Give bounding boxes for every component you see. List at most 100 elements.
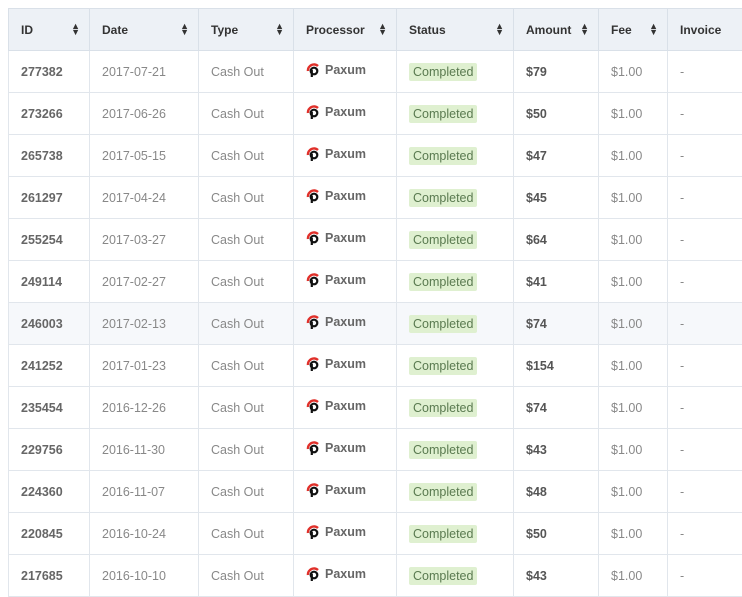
id-cell: 277382 (9, 51, 90, 93)
status-badge: Completed (409, 63, 477, 81)
amount-cell: $50 (514, 513, 599, 555)
type-cell: Cash Out (199, 135, 294, 177)
status-badge: Completed (409, 147, 477, 165)
processor-cell: Paxum (294, 387, 397, 429)
date-cell: 2016-10-24 (90, 513, 199, 555)
sort-icon[interactable]: ▲▼ (71, 23, 80, 35)
id-cell: 261297 (9, 177, 90, 219)
sort-icon[interactable]: ▲▼ (180, 23, 189, 35)
sort-icon[interactable]: ▲▼ (649, 23, 658, 35)
table-row[interactable]: 217685 2016-10-10 Cash Out Paxum Complet… (9, 555, 742, 597)
processor-name: Paxum (325, 147, 366, 161)
paxum-logo-icon (306, 567, 320, 581)
column-header-fee[interactable]: Fee▲▼ (599, 9, 668, 51)
processor-name: Paxum (325, 105, 366, 119)
type-cell: Cash Out (199, 429, 294, 471)
table-row[interactable]: 246003 2017-02-13 Cash Out Paxum Complet… (9, 303, 742, 345)
sort-icon[interactable]: ▲▼ (275, 23, 284, 35)
paxum-logo-icon (306, 525, 320, 539)
table-row[interactable]: 229756 2016-11-30 Cash Out Paxum Complet… (9, 429, 742, 471)
date-cell: 2017-05-15 (90, 135, 199, 177)
type-cell: Cash Out (199, 303, 294, 345)
status-badge: Completed (409, 357, 477, 375)
processor-cell: Paxum (294, 51, 397, 93)
processor-cell: Paxum (294, 555, 397, 597)
column-header-processor[interactable]: Processor ▲▼ (294, 9, 397, 51)
status-cell: Completed (397, 261, 514, 303)
status-cell: Completed (397, 93, 514, 135)
table-row[interactable]: 249114 2017-02-27 Cash Out Paxum Complet… (9, 261, 742, 303)
sort-icon[interactable]: ▲▼ (495, 23, 504, 35)
status-badge: Completed (409, 441, 477, 459)
amount-cell: $45 (514, 177, 599, 219)
paxum-logo-icon (306, 357, 320, 371)
type-cell: Cash Out (199, 219, 294, 261)
invoice-cell: - (668, 429, 742, 471)
column-label: Status (409, 23, 446, 37)
fee-cell: $1.00 (599, 387, 668, 429)
processor-name: Paxum (325, 273, 366, 287)
amount-cell: $48 (514, 471, 599, 513)
table-row[interactable]: 273266 2017-06-26 Cash Out Paxum Complet… (9, 93, 742, 135)
table-row[interactable]: 235454 2016-12-26 Cash Out Paxum Complet… (9, 387, 742, 429)
column-header-date[interactable]: Date ▲▼ (90, 9, 199, 51)
processor-name: Paxum (325, 357, 366, 371)
status-badge: Completed (409, 483, 477, 501)
column-header-type[interactable]: Type▲▼ (199, 9, 294, 51)
column-header-invoice[interactable]: Invoice▲▼ (668, 9, 742, 51)
status-badge: Completed (409, 315, 477, 333)
column-header-id[interactable]: ID▲▼ (9, 9, 90, 51)
column-label: Amount (526, 23, 571, 37)
id-cell: 249114 (9, 261, 90, 303)
status-cell: Completed (397, 471, 514, 513)
processor-cell: Paxum (294, 513, 397, 555)
type-cell: Cash Out (199, 471, 294, 513)
status-badge: Completed (409, 273, 477, 291)
invoice-cell: - (668, 555, 742, 597)
column-label: Processor (306, 23, 365, 37)
date-cell: 2016-11-07 (90, 471, 199, 513)
status-cell: Completed (397, 555, 514, 597)
processor-name: Paxum (325, 231, 366, 245)
sort-icon[interactable]: ▲▼ (378, 23, 387, 35)
sort-icon[interactable]: ▲▼ (580, 23, 589, 35)
table-row[interactable]: 261297 2017-04-24 Cash Out Paxum Complet… (9, 177, 742, 219)
table-row[interactable]: 255254 2017-03-27 Cash Out Paxum Complet… (9, 219, 742, 261)
date-cell: 2017-02-13 (90, 303, 199, 345)
id-cell: 220845 (9, 513, 90, 555)
processor-name: Paxum (325, 315, 366, 329)
status-cell: Completed (397, 135, 514, 177)
table-row[interactable]: 277382 2017-07-21 Cash Out Paxum Complet… (9, 51, 742, 93)
paxum-logo-icon (306, 189, 320, 203)
table-row[interactable]: 265738 2017-05-15 Cash Out Paxum Complet… (9, 135, 742, 177)
table-row[interactable]: 224360 2016-11-07 Cash Out Paxum Complet… (9, 471, 742, 513)
amount-cell: $47 (514, 135, 599, 177)
status-cell: Completed (397, 513, 514, 555)
table-row[interactable]: 220845 2016-10-24 Cash Out Paxum Complet… (9, 513, 742, 555)
invoice-cell: - (668, 303, 742, 345)
column-header-status[interactable]: Status ▲▼ (397, 9, 514, 51)
invoice-cell: - (668, 177, 742, 219)
amount-cell: $79 (514, 51, 599, 93)
processor-cell: Paxum (294, 135, 397, 177)
type-cell: Cash Out (199, 177, 294, 219)
processor-name: Paxum (325, 525, 366, 539)
processor-name: Paxum (325, 63, 366, 77)
status-cell: Completed (397, 177, 514, 219)
processor-cell: Paxum (294, 471, 397, 513)
table-header-row: ID▲▼Date▲▼Type▲▼Processor▲▼Status▲▼Amoun… (9, 9, 742, 51)
processor-name: Paxum (325, 441, 366, 455)
status-badge: Completed (409, 399, 477, 417)
invoice-cell: - (668, 387, 742, 429)
table-row[interactable]: 241252 2017-01-23 Cash Out Paxum Complet… (9, 345, 742, 387)
fee-cell: $1.00 (599, 51, 668, 93)
invoice-cell: - (668, 93, 742, 135)
fee-cell: $1.00 (599, 513, 668, 555)
column-header-amount[interactable]: Amount ▲▼ (514, 9, 599, 51)
processor-cell: Paxum (294, 219, 397, 261)
type-cell: Cash Out (199, 345, 294, 387)
column-label: Date (102, 23, 128, 37)
type-cell: Cash Out (199, 51, 294, 93)
paxum-logo-icon (306, 399, 320, 413)
paxum-logo-icon (306, 63, 320, 77)
